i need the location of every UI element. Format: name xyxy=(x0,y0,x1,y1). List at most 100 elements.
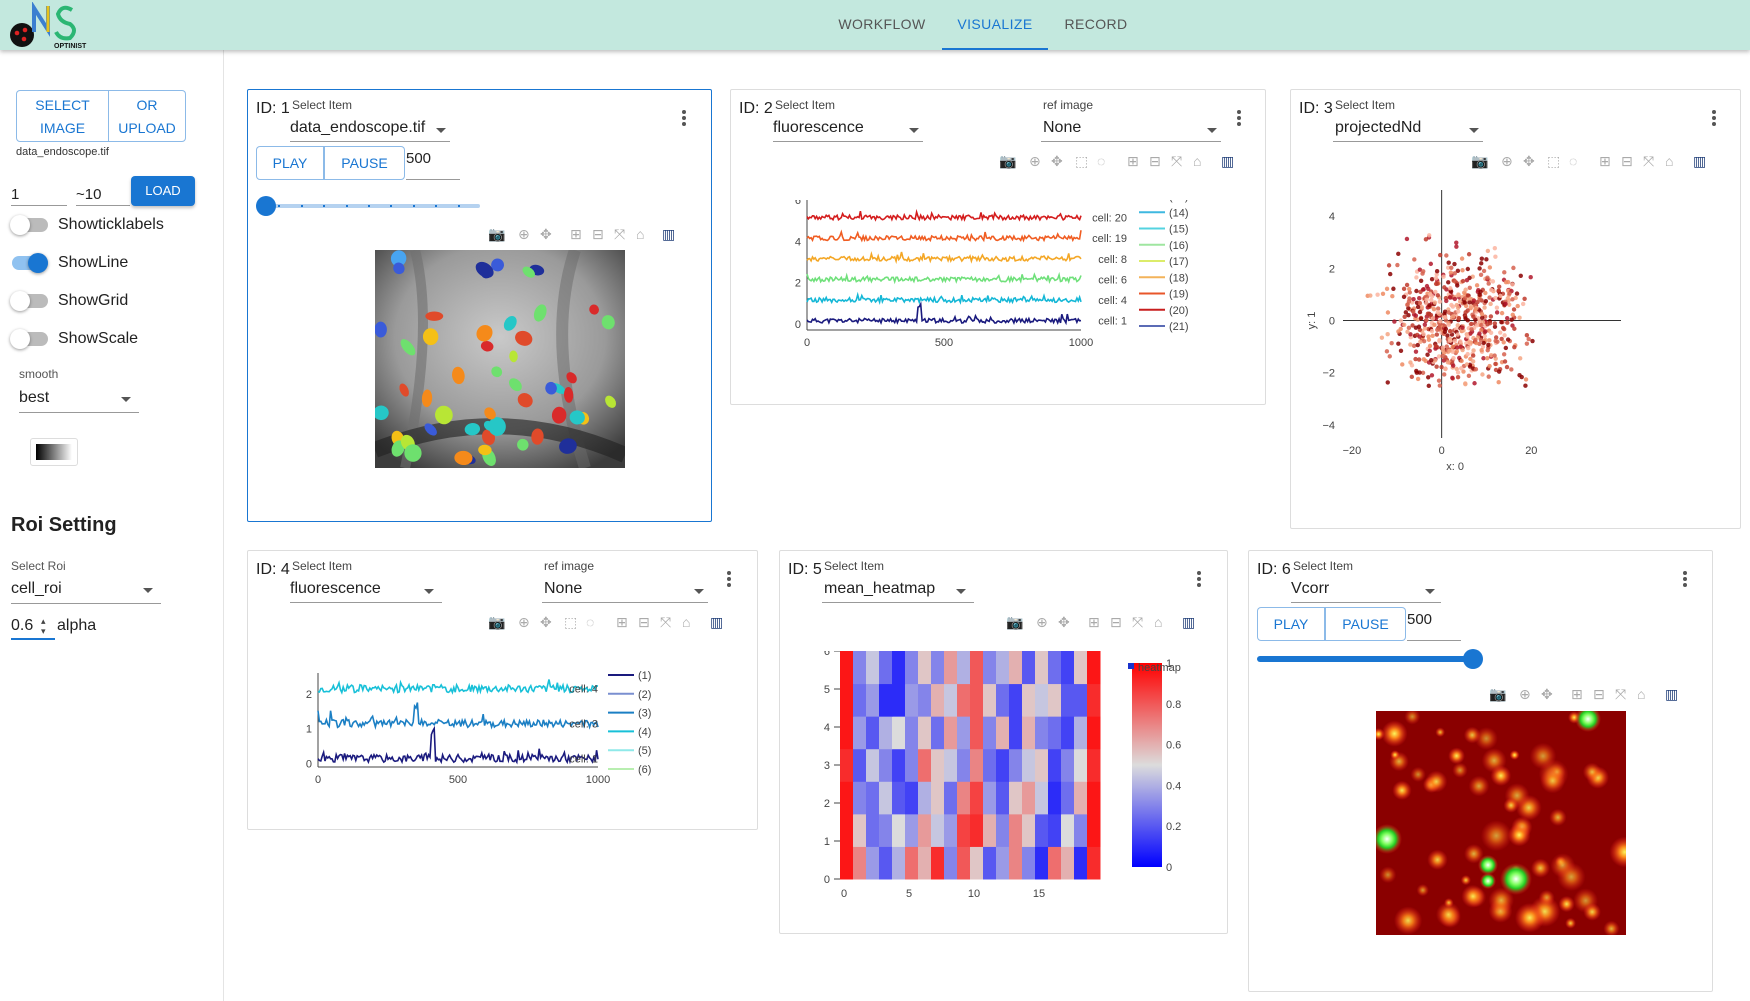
plotly-logo-icon[interactable]: ▥ xyxy=(710,614,724,630)
frame-slider-handle[interactable] xyxy=(1463,649,1483,669)
pause-button[interactable]: PAUSE xyxy=(324,146,405,180)
card-id-1[interactable]: ID: 1 Select Item data_endoscope.tif PLA… xyxy=(247,89,712,522)
card-id-3[interactable]: ID: 3 Select Item projectedNd 📷 ⊕ ✥ ⬚ ◌ … xyxy=(1290,89,1741,529)
reset-axes-icon[interactable]: ⌂ xyxy=(1193,153,1202,169)
load-button[interactable]: LOAD xyxy=(131,176,195,206)
pan-icon[interactable]: ✥ xyxy=(540,614,552,630)
showscale-toggle[interactable] xyxy=(10,329,48,349)
plotly-logo-icon[interactable]: ▥ xyxy=(662,226,676,242)
autoscale-icon[interactable]: ⤧ xyxy=(660,614,672,630)
frame-input[interactable]: 500 xyxy=(406,146,460,180)
camera-icon[interactable]: 📷 xyxy=(1489,686,1507,702)
zoom-out-icon[interactable]: ⊟ xyxy=(638,614,650,630)
box-select-icon[interactable]: ⬚ xyxy=(564,614,578,630)
pause-button[interactable]: PAUSE xyxy=(1325,607,1406,641)
zoom-in-icon[interactable]: ⊞ xyxy=(1088,614,1100,630)
camera-icon[interactable]: 📷 xyxy=(1471,153,1489,169)
lasso-icon[interactable]: ◌ xyxy=(1097,153,1106,169)
autoscale-icon[interactable]: ⤧ xyxy=(1171,153,1183,169)
showticklabels-toggle[interactable] xyxy=(10,215,48,235)
select-item-dropdown[interactable] xyxy=(290,114,450,142)
zoom-icon[interactable]: ⊕ xyxy=(1501,153,1513,169)
reset-axes-icon[interactable]: ⌂ xyxy=(636,226,645,242)
pan-icon[interactable]: ✥ xyxy=(1058,614,1070,630)
zoom-out-icon[interactable]: ⊟ xyxy=(1149,153,1161,169)
reset-axes-icon[interactable]: ⌂ xyxy=(682,614,691,630)
fluorescence-chart-2[interactable]: 0 500 1000 0 1 2 cell: 1 cell: 3 cell: 4 (1) (2) (3… xyxy=(268,661,748,821)
zoom-out-icon[interactable]: ⊟ xyxy=(1621,153,1633,169)
range-start-input[interactable]: 1 xyxy=(11,176,67,206)
zoom-out-icon[interactable]: ⊟ xyxy=(592,226,604,242)
more-options-icon[interactable] xyxy=(681,108,687,128)
alpha-input[interactable]: 0.6 xyxy=(11,612,55,640)
ref-image-dropdown[interactable] xyxy=(1041,114,1221,142)
lasso-icon[interactable]: ◌ xyxy=(1569,153,1578,169)
pan-icon[interactable]: ✥ xyxy=(1541,686,1553,702)
tab-visualize[interactable]: VISUALIZE xyxy=(942,0,1048,50)
play-button[interactable]: PLAY xyxy=(256,146,324,180)
tab-record[interactable]: RECORD xyxy=(1064,16,1128,32)
select-item-dropdown[interactable] xyxy=(773,114,923,142)
fluorescence-chart[interactable]: 0 500 1000 0 2 4 6 cell: 1 cell: 4 cell: 6 cell: 8… xyxy=(751,200,1261,390)
zoom-icon[interactable]: ⊕ xyxy=(1519,686,1531,702)
more-options-icon[interactable] xyxy=(1682,569,1688,589)
zoom-in-icon[interactable]: ⊞ xyxy=(1571,686,1583,702)
autoscale-icon[interactable]: ⤧ xyxy=(1643,153,1655,169)
zoom-in-icon[interactable]: ⊞ xyxy=(1599,153,1611,169)
select-item-dropdown[interactable] xyxy=(1291,575,1441,603)
pan-icon[interactable]: ✥ xyxy=(1051,153,1063,169)
select-roi-dropdown[interactable]: cell_roi xyxy=(11,576,161,604)
more-options-icon[interactable] xyxy=(726,569,732,589)
card-id-4[interactable]: ID: 4 Select Item fluorescence ref image… xyxy=(247,550,758,830)
autoscale-icon[interactable]: ⤧ xyxy=(1132,614,1144,630)
zoom-icon[interactable]: ⊕ xyxy=(1036,614,1048,630)
showline-toggle[interactable] xyxy=(12,253,48,273)
range-end-input[interactable]: ~10 xyxy=(76,176,130,206)
zoom-in-icon[interactable]: ⊞ xyxy=(1127,153,1139,169)
tab-workflow[interactable]: WORKFLOW xyxy=(838,16,926,32)
card-id-6[interactable]: ID: 6 Select Item Vcorr PLAY PAUSE 500 📷… xyxy=(1248,550,1713,992)
autoscale-icon[interactable]: ⤧ xyxy=(1615,686,1627,702)
frame-slider[interactable] xyxy=(256,196,480,216)
vcorr-image[interactable] xyxy=(1376,711,1626,935)
roi-overlay-image[interactable] xyxy=(375,250,625,468)
pan-icon[interactable]: ✥ xyxy=(540,226,552,242)
pan-icon[interactable]: ✥ xyxy=(1523,153,1535,169)
or-upload-button[interactable]: OR UPLOAD xyxy=(108,90,186,142)
reset-axes-icon[interactable]: ⌂ xyxy=(1665,153,1674,169)
select-item-dropdown[interactable] xyxy=(290,575,442,603)
showgrid-toggle[interactable] xyxy=(10,291,48,311)
camera-icon[interactable]: 📷 xyxy=(488,614,506,630)
camera-icon[interactable]: 📷 xyxy=(488,226,506,242)
zoom-icon[interactable]: ⊕ xyxy=(518,614,530,630)
reset-axes-icon[interactable]: ⌂ xyxy=(1637,686,1646,702)
plotly-logo-icon[interactable]: ▥ xyxy=(1665,686,1679,702)
zoom-in-icon[interactable]: ⊞ xyxy=(616,614,628,630)
autoscale-icon[interactable]: ⤧ xyxy=(614,226,626,242)
frame-input[interactable]: 500 xyxy=(1407,607,1461,641)
zoom-icon[interactable]: ⊕ xyxy=(518,226,530,242)
frame-slider-handle[interactable] xyxy=(256,196,276,216)
box-select-icon[interactable]: ⬚ xyxy=(1075,153,1089,169)
camera-icon[interactable]: 📷 xyxy=(1006,614,1024,630)
box-select-icon[interactable]: ⬚ xyxy=(1547,153,1561,169)
card-id-5[interactable]: ID: 5 Select Item mean_heatmap 📷 ⊕ ✥ ⊞ ⊟… xyxy=(779,550,1228,934)
more-options-icon[interactable] xyxy=(1196,569,1202,589)
more-options-icon[interactable] xyxy=(1711,108,1717,128)
select-item-dropdown[interactable] xyxy=(1333,114,1483,142)
frame-slider[interactable] xyxy=(1257,649,1483,669)
lasso-icon[interactable]: ◌ xyxy=(586,614,595,630)
camera-icon[interactable]: 📷 xyxy=(999,153,1017,169)
plotly-logo-icon[interactable]: ▥ xyxy=(1693,153,1707,169)
select-image-button[interactable]: SELECT IMAGE xyxy=(16,90,109,142)
ref-image-dropdown[interactable] xyxy=(542,575,708,603)
plotly-logo-icon[interactable]: ▥ xyxy=(1221,153,1235,169)
zoom-out-icon[interactable]: ⊟ xyxy=(1593,686,1605,702)
plotly-logo-icon[interactable]: ▥ xyxy=(1182,614,1196,630)
zoom-icon[interactable]: ⊕ xyxy=(1029,153,1041,169)
alpha-spinner-icon[interactable]: ▴ ▾ xyxy=(41,616,46,636)
zoom-out-icon[interactable]: ⊟ xyxy=(1110,614,1122,630)
colormap-swatch-button[interactable] xyxy=(30,438,78,466)
